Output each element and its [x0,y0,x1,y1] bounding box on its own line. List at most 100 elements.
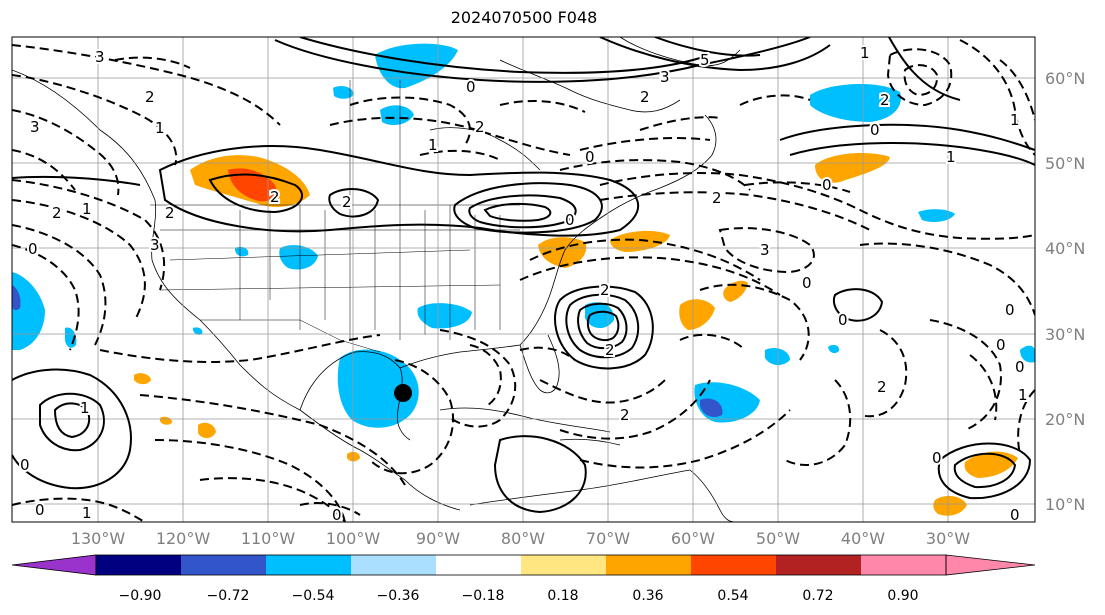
lat-label: 10°N [1045,495,1085,514]
negative-anomaly-area [333,86,354,99]
contour-label: 3 [95,48,105,66]
lon-label: 110°W [241,529,296,548]
contour-label: 3 [30,118,40,136]
contour-label: 2 [165,204,175,222]
negative-anomaly-area [380,105,414,126]
lat-label: 40°N [1045,239,1085,258]
colorbar-frame-low [11,554,97,576]
lon-label: 120°W [156,529,211,548]
negative-anomaly-area [700,398,723,417]
plot-frame [11,36,1036,523]
negative-contours [12,39,1035,522]
colorbar-segment [861,555,946,575]
contour-label: 0 [466,78,476,96]
positive-anomaly-area [964,451,1018,478]
contour-label: 2 [877,378,887,396]
colorbar-segment [776,555,861,575]
map-title: 2024070500 F048 [450,8,598,27]
positive-contours [12,37,1035,514]
lon-label: 130°W [71,529,126,548]
contour-label: 1 [946,148,956,166]
positive-anomaly-area [134,373,151,385]
lon-label: 70°W [586,529,630,548]
positive-anomaly-area [933,495,967,516]
contour-label: 2 [342,193,352,211]
contour-label: 0 [585,148,595,166]
lon-axis: 130°W 120°W 110°W 100°W 90°W 80°W 70°W 6… [71,529,970,548]
negative-anomaly-area [235,246,249,257]
negative-anomaly-area [828,344,840,354]
contour-label: 3 [150,236,160,254]
contour-label: 0 [332,506,342,524]
colorbar-tick-label: 0.36 [632,588,663,604]
contour-label: 0 [822,176,832,194]
contour-label: 1 [155,119,165,137]
contour-label: 0 [932,449,942,467]
lon-label: 40°W [841,529,885,548]
colorbar-tick-label: −0.72 [207,588,250,604]
negative-anomaly-area [417,303,472,329]
colorbar [11,554,1036,576]
contour-label: 0 [1010,506,1020,524]
lat-label: 30°N [1045,325,1085,344]
colorbar-ticks: −0.90 −0.72 −0.54 −0.36 −0.18 0.18 0.36 … [119,588,919,604]
colorbar-segment [351,555,436,575]
lon-label: 100°W [326,529,381,548]
contour-label: 0 [565,211,575,229]
lon-label: 90°W [416,529,460,548]
negative-anomaly-area [1020,345,1035,363]
contour-label: 1 [1010,111,1020,129]
contour-label: 3 [760,241,770,259]
colorbar-segment [96,555,181,575]
positive-anomaly-area [198,422,216,439]
contour-label: 2 [712,189,722,207]
lat-axis: 60°N 50°N 40°N 30°N 20°N 10°N [1045,69,1085,514]
contour-label: 2 [605,341,615,359]
contour-label: 2 [145,88,155,106]
lat-label: 50°N [1045,154,1085,173]
contour-label: 1 [428,136,438,154]
colorbar-segment [436,555,521,575]
negative-anomaly-area [765,348,790,366]
contour-label: 0 [996,336,1006,354]
contour-label: 0 [1015,358,1025,376]
contour-label: 1 [82,200,92,218]
negative-anomaly-area [375,43,458,89]
contour-label: 0 [870,121,880,139]
negative-anomaly-area [12,272,45,350]
contour-label: 2 [600,281,610,299]
contour-label: 0 [802,274,812,292]
contour-label: 2 [475,118,485,136]
negative-anomaly-area [279,245,318,270]
colorbar-tick-label: 0.90 [887,588,918,604]
positive-anomaly-area [815,153,890,183]
contour-label: 5 [700,51,710,69]
colorbar-extend-high [946,555,1035,575]
lon-label: 50°W [756,529,800,548]
positive-anomaly-area [679,299,715,330]
contour-label: 0 [35,501,45,519]
lon-label: 60°W [671,529,715,548]
negative-anomaly-area [810,84,901,122]
colorbar-segment [266,555,351,575]
colorbar-tick-label: 0.18 [547,588,578,604]
colorbar-segment [691,555,776,575]
colorbar-tick-label: 0.72 [802,588,833,604]
colorbar-frame-high [945,554,1036,576]
storm-center-marker [394,384,412,402]
colorbar-segment [181,555,266,575]
contour-label: 2 [270,188,280,206]
lon-label: 30°W [926,529,970,548]
positive-anomaly-area [347,451,360,462]
contour-label: 1 [82,504,92,522]
contour-label: 0 [28,240,38,258]
lat-label: 20°N [1045,410,1085,429]
contour-label: 3 [660,68,670,86]
contour-labels: 3 2 1 3 2 1 0 1 0 2 5 3 2 1 0 2 2 2 1 0 … [18,42,1030,524]
colorbar-tick-label: 0.54 [717,588,748,604]
contour-label: 0 [20,456,30,474]
colorbar-tick-label: −0.18 [462,588,505,604]
colorbar-tick-label: −0.36 [377,588,420,604]
contour-label: 2 [620,406,630,424]
